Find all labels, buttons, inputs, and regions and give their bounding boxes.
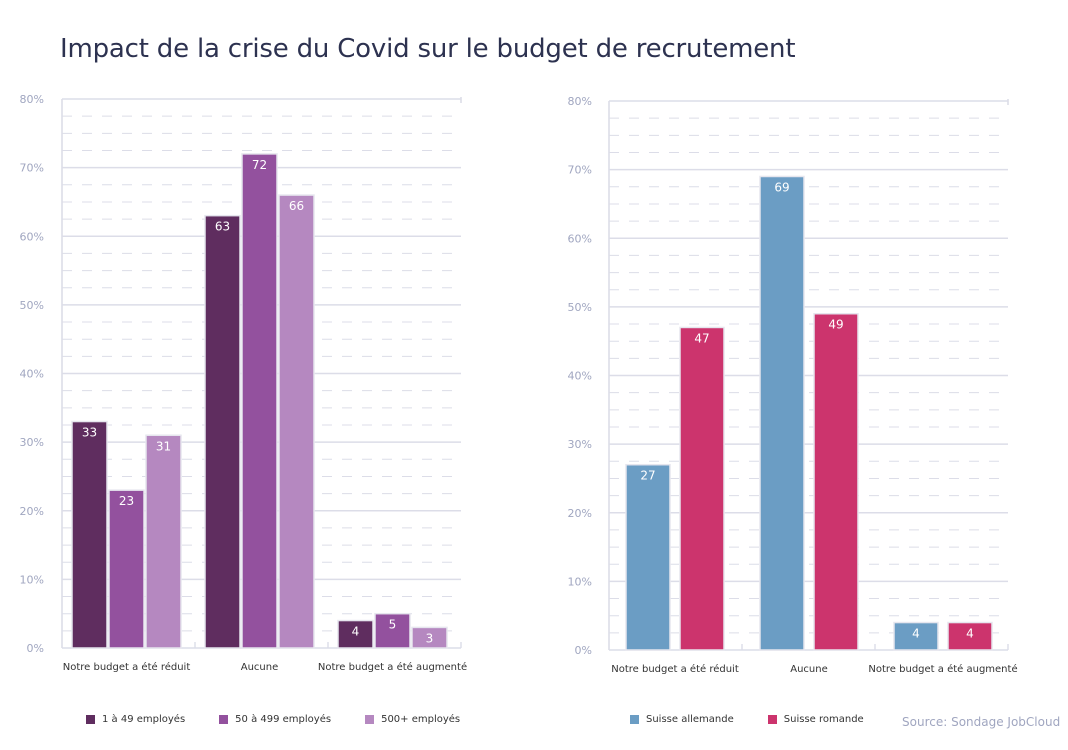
bar-value-label: 3 xyxy=(426,631,434,645)
bar-value-label: 63 xyxy=(215,220,230,234)
legend-item: Suisse romande xyxy=(767,714,864,725)
bar-value-label: 27 xyxy=(640,469,655,483)
y-tick-label: 0% xyxy=(27,642,44,655)
bar xyxy=(278,194,315,649)
legend-swatch xyxy=(365,715,375,724)
legend-right: Suisse allemande Suisse romande xyxy=(630,714,898,725)
x-tick-label: Notre budget a été augmenté xyxy=(868,663,1017,675)
bar-value-label: 49 xyxy=(828,318,843,332)
x-tick-label: Notre budget a été réduit xyxy=(611,663,739,675)
y-tick-label: 0% xyxy=(575,644,592,657)
chart-panel-1: 0% 10% 20% 30% 40% 50% 60% 70% 80% 27 47 Notre budg… xyxy=(568,95,1018,675)
legend-item: 500+ employés xyxy=(365,714,460,725)
bar-value-label: 33 xyxy=(82,426,97,440)
bar-value-label: 72 xyxy=(252,158,267,172)
legend-swatch xyxy=(630,715,639,724)
y-tick-label: 50% xyxy=(20,299,44,312)
bar-value-label: 4 xyxy=(912,627,920,641)
y-tick-label: 30% xyxy=(568,438,592,451)
bar xyxy=(625,463,671,651)
bar xyxy=(679,326,725,651)
y-tick-label: 80% xyxy=(20,93,44,106)
bar xyxy=(947,621,993,651)
legend-swatch xyxy=(86,715,95,724)
legend-item: 50 à 499 employés xyxy=(219,714,331,725)
bar-value-label: 69 xyxy=(774,180,789,194)
legend-label: 500+ employés xyxy=(381,714,461,725)
y-tick-label: 20% xyxy=(20,505,44,518)
x-tick-label: Notre budget a été augmenté xyxy=(318,661,467,673)
y-tick-label: 70% xyxy=(20,162,44,175)
legend-left: 1 à 49 employés 50 à 499 employés 500+ emp… xyxy=(86,714,494,725)
y-tick-label: 70% xyxy=(568,164,592,177)
bar xyxy=(204,214,241,649)
x-tick-label: Notre budget a été réduit xyxy=(63,661,191,673)
y-tick-label: 60% xyxy=(568,232,592,245)
x-tick-label: Aucune xyxy=(790,664,828,675)
legend-label: 50 à 499 employés xyxy=(235,714,332,725)
chart-panel-0: 0% 10% 20% 30% 40% 50% 60% 70% 80% 33 23 31 Notre bu… xyxy=(20,93,468,673)
bar-value-label: 4 xyxy=(966,627,974,641)
bar-value-label: 4 xyxy=(352,625,360,639)
legend-item: Suisse allemande xyxy=(630,714,734,725)
bar xyxy=(411,626,448,649)
y-tick-label: 20% xyxy=(568,507,592,520)
bar xyxy=(759,175,805,651)
bar xyxy=(71,420,108,649)
bar-value-label: 23 xyxy=(119,494,134,508)
y-tick-label: 10% xyxy=(568,575,592,588)
bar xyxy=(145,434,182,649)
legend-label: Suisse allemande xyxy=(646,714,734,725)
legend-swatch xyxy=(767,715,777,724)
y-tick-label: 60% xyxy=(20,230,44,243)
bar-value-label: 5 xyxy=(389,618,397,632)
bar-value-label: 66 xyxy=(289,199,304,213)
bar xyxy=(337,619,374,649)
bar xyxy=(241,153,278,649)
bar-value-label: 47 xyxy=(694,331,709,345)
bar xyxy=(813,312,859,651)
y-tick-label: 10% xyxy=(20,573,44,586)
legend-swatch xyxy=(219,715,229,724)
y-tick-label: 40% xyxy=(20,368,44,381)
y-tick-label: 80% xyxy=(568,95,592,108)
bar-value-label: 31 xyxy=(156,439,171,453)
bar xyxy=(108,489,145,649)
legend-label: Suisse romande xyxy=(783,714,864,725)
bar xyxy=(374,612,411,649)
legend-item: 1 à 49 employés xyxy=(86,714,185,725)
bar xyxy=(893,621,939,651)
legend-label: 1 à 49 employés xyxy=(102,714,186,725)
x-tick-label: Aucune xyxy=(241,662,279,673)
y-tick-label: 30% xyxy=(20,436,44,449)
chart-title: Impact de la crise du Covid sur le budge… xyxy=(60,34,796,64)
y-tick-label: 40% xyxy=(568,370,592,383)
y-tick-label: 50% xyxy=(568,301,592,314)
source-note: Source: Sondage JobCloud xyxy=(902,715,1061,729)
